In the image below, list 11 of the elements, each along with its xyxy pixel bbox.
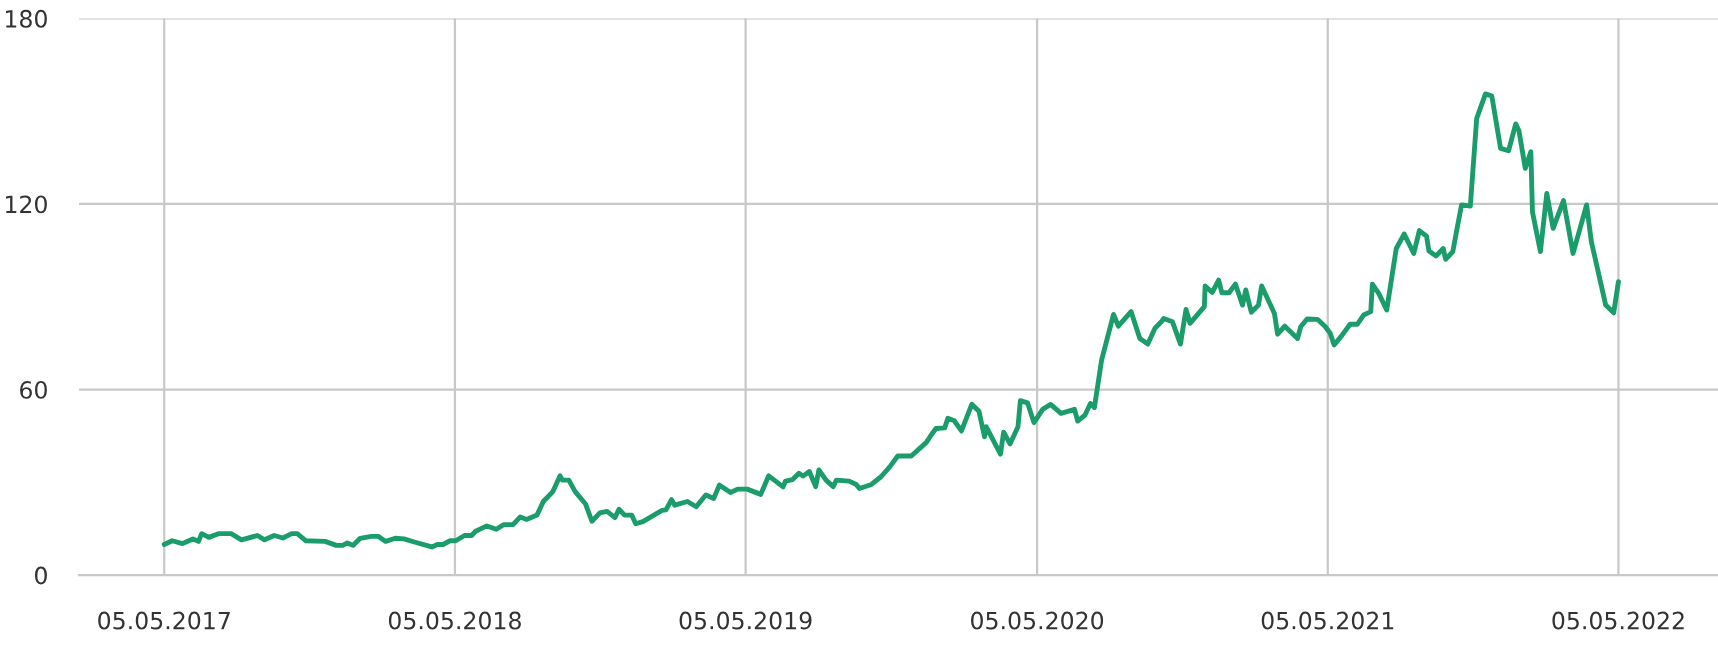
x-tick-label: 05.05.2018 <box>388 611 521 630</box>
x-tick-label: 05.05.2021 <box>1261 611 1394 630</box>
line-series <box>161 91 1621 550</box>
y-tick-label: 180 <box>6 9 47 28</box>
x-tick-label: 05.05.2020 <box>971 611 1104 630</box>
y-tick-label: 120 <box>6 195 47 214</box>
x-tick-label: 05.05.2019 <box>679 611 812 630</box>
x-tick-label: 05.05.2022 <box>1552 611 1684 630</box>
x-tick-label: 05.05.2017 <box>98 611 230 630</box>
y-tick-label: 0 <box>35 566 47 585</box>
y-tick-label: 60 <box>20 380 47 399</box>
